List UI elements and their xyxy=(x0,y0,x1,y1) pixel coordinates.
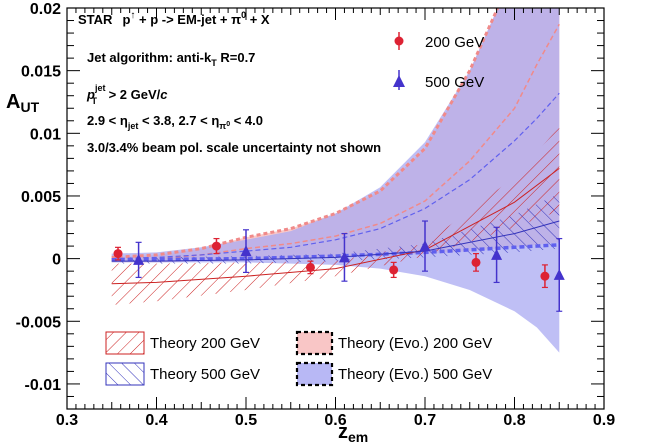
x-tick-label: 0.4 xyxy=(145,412,167,429)
legend-evo-500: Theory (Evo.) 500 GeV xyxy=(295,361,492,387)
y-tick-label: 0 xyxy=(52,252,61,269)
y-tick-label: 0.015 xyxy=(21,64,61,81)
legend-evo-200-label: Theory (Evo.) 200 GeV xyxy=(338,335,492,352)
legend-evo-200-swatch xyxy=(295,330,334,356)
legend-evo-500-swatch xyxy=(295,361,334,387)
legend-theory-200-label: Theory 200 GeV xyxy=(150,335,260,352)
annotation-line-2: Jet algorithm: anti-kT R=0.7 xyxy=(87,50,255,68)
y-tick-label: 0.005 xyxy=(21,189,61,206)
theory-500-central-line xyxy=(111,220,560,262)
legend-theory-500-label: Theory 500 GeV xyxy=(150,366,260,383)
data-point-200 xyxy=(540,271,550,281)
data-point-500 xyxy=(553,268,565,280)
data-points xyxy=(113,220,565,312)
theory-bands xyxy=(111,8,560,353)
legend-theory-500-swatch xyxy=(105,362,145,386)
theory-500-band xyxy=(111,193,560,264)
y-tick-label: -0.01 xyxy=(25,377,62,394)
theory-lines xyxy=(111,8,560,285)
legend-evo-500-label: Theory (Evo.) 500 GeV xyxy=(338,366,492,383)
x-tick-label: 0.7 xyxy=(414,412,436,429)
data-point-500 xyxy=(133,253,145,265)
x-tick-label: 0.6 xyxy=(324,412,346,429)
x-tick-label: 0.3 xyxy=(56,412,78,429)
legend-theory-200-swatch xyxy=(105,331,145,355)
data-point-200 xyxy=(211,241,221,251)
x-tick-label: 0.8 xyxy=(503,412,525,429)
data-point-500 xyxy=(491,248,503,260)
data-point-500 xyxy=(419,240,431,252)
axis-ticks xyxy=(66,7,605,410)
evo-500-central-line xyxy=(111,92,560,260)
data-point-200 xyxy=(305,262,315,272)
legend-data-200: 200 GeV xyxy=(394,32,484,51)
theory-200-band xyxy=(111,127,560,305)
data-point-500 xyxy=(338,251,350,263)
data-point-200 xyxy=(113,249,123,259)
data-point-500 xyxy=(240,245,252,257)
legend-theory-500: Theory 500 GeV xyxy=(105,362,260,386)
annotation-line-5: 3.0/3.4% beam pol. scale uncertainty not… xyxy=(87,140,381,155)
theory-200-central-line xyxy=(111,168,560,285)
x-tick-label: 0.5 xyxy=(235,412,257,429)
x-axis-title: zem xyxy=(338,421,368,445)
legend-200-marker xyxy=(394,36,404,46)
legend-500-label: 500 GeV xyxy=(425,74,484,91)
legend-theory-200: Theory 200 GeV xyxy=(105,331,260,355)
y-axis-title: AUT xyxy=(6,91,40,115)
evo-200-upper-edge xyxy=(111,8,500,259)
y-tick-label: -0.005 xyxy=(16,314,61,331)
axis-tick-labels: 0.3 0.4 0.5 0.6 0.7 0.8 0.9 -0.01 -0.005 0 0.005 0.… xyxy=(16,1,616,429)
legend-data-500: 500 GeV xyxy=(393,70,484,91)
annotation-line-3: pjet T > 2 GeV/c xyxy=(86,83,168,106)
annotation-line-4: 2.9 < ηjet < 3.8, 2.7 < ηπ0 < 4.0 xyxy=(87,113,263,131)
y-tick-label: 0.01 xyxy=(30,126,61,143)
x-tick-label: 0.9 xyxy=(593,412,615,429)
legend-500-marker xyxy=(393,75,405,87)
evo-500-band xyxy=(111,8,560,353)
annotation-line-1: STAR p↑ + p -> EM-jet + π0 + X xyxy=(78,10,270,27)
legend-200-label: 200 GeV xyxy=(425,34,484,51)
data-point-200 xyxy=(389,265,399,275)
y-tick-label: 0.02 xyxy=(30,1,61,18)
legend-evo-200: Theory (Evo.) 200 GeV xyxy=(295,330,492,356)
data-point-200 xyxy=(471,257,481,267)
